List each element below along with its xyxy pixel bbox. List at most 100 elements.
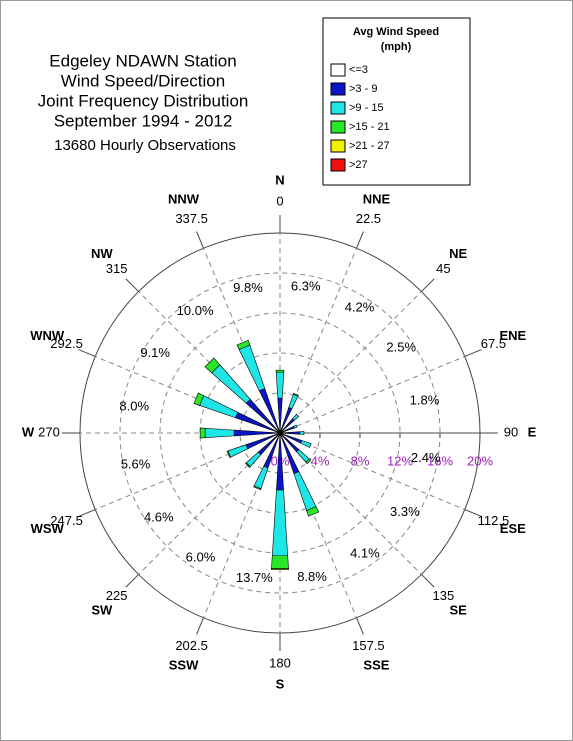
degree-label: 135 xyxy=(432,588,454,603)
spoke-tick xyxy=(78,509,96,517)
direction-total: 2.5% xyxy=(386,340,416,355)
spoke-tick xyxy=(356,617,364,635)
spoke xyxy=(203,432,281,618)
direction-total: 4.1% xyxy=(350,546,380,561)
direction-label: S xyxy=(276,676,285,691)
chart-title: September 1994 - 2012 xyxy=(54,111,233,130)
direction-total: 8.8% xyxy=(297,569,327,584)
legend-label: >3 - 9 xyxy=(349,83,377,95)
wedge-segment xyxy=(204,427,235,439)
legend-label: >21 - 27 xyxy=(349,140,390,152)
degree-label: 225 xyxy=(106,588,128,603)
direction-total: 10.0% xyxy=(177,303,214,318)
degree-label: 112.5 xyxy=(478,513,510,528)
spoke-tick xyxy=(196,617,204,635)
chart-title: Joint Frequency Distribution xyxy=(38,91,249,110)
legend-label: >27 xyxy=(349,159,368,171)
direction-label: SW xyxy=(91,603,113,618)
legend-label: <=3 xyxy=(349,64,368,76)
direction-total: 3.3% xyxy=(390,504,420,519)
legend-swatch xyxy=(330,101,346,115)
direction-total: 6.3% xyxy=(291,279,321,294)
direction-label: NNE xyxy=(363,192,391,207)
degree-label: 337.5 xyxy=(175,211,208,226)
direction-label: SSE xyxy=(363,657,389,672)
r-tick-label: 8% xyxy=(351,453,370,468)
degree-label: 315 xyxy=(106,261,128,276)
r-tick-label: 16% xyxy=(427,453,453,468)
direction-total: 8.0% xyxy=(119,399,149,414)
legend-box xyxy=(322,17,471,186)
wedge-segment xyxy=(271,555,289,570)
spoke xyxy=(95,432,281,510)
wedge-segment xyxy=(199,427,206,439)
legend-swatch xyxy=(330,63,346,77)
wedge-segment xyxy=(271,568,289,571)
degree-label: 270 xyxy=(38,424,60,439)
legend-label: >15 - 21 xyxy=(349,121,390,133)
chart-title: Edgeley NDAWN Station xyxy=(49,51,236,70)
degree-label: 202.5 xyxy=(175,638,208,653)
degree-label: 180 xyxy=(269,655,291,670)
r-tick-label: 4% xyxy=(311,453,330,468)
direction-label: ENE xyxy=(499,328,526,343)
legend-swatch xyxy=(330,139,346,153)
chart-title: Wind Speed/Direction xyxy=(61,71,225,90)
direction-label: SE xyxy=(450,603,468,618)
direction-label: N xyxy=(275,172,284,187)
spoke-tick xyxy=(125,574,139,588)
legend-title: Avg Wind Speed xyxy=(353,26,439,38)
spoke-tick xyxy=(421,278,435,292)
r-tick-label: 20% xyxy=(467,453,493,468)
r-tick-label: 12% xyxy=(387,453,413,468)
degree-label: 292.5 xyxy=(50,336,83,351)
spoke xyxy=(279,432,422,575)
degree-label: 22.5 xyxy=(356,211,381,226)
spoke xyxy=(203,248,281,434)
direction-label: WSW xyxy=(31,521,65,536)
direction-total: 13.7% xyxy=(236,570,273,585)
spoke xyxy=(95,356,281,434)
spoke-tick xyxy=(356,231,364,249)
wedge-segment xyxy=(299,431,305,435)
direction-total: 9.8% xyxy=(233,280,263,295)
direction-total: 4.2% xyxy=(345,300,375,315)
degree-label: 90 xyxy=(504,424,518,439)
degree-label: 0 xyxy=(276,193,283,208)
spoke-tick xyxy=(421,574,435,588)
legend-swatch xyxy=(330,82,346,96)
wedge-segment xyxy=(275,371,285,399)
direction-total: 4.6% xyxy=(144,509,174,524)
direction-label: ESE xyxy=(500,521,526,536)
direction-total: 2.4% xyxy=(411,450,441,465)
spoke-tick xyxy=(78,349,96,357)
direction-total: 6.0% xyxy=(186,549,216,564)
direction-label: E xyxy=(528,424,537,439)
spoke xyxy=(279,432,357,618)
direction-total: 5.6% xyxy=(121,456,151,471)
spoke xyxy=(138,432,281,575)
direction-label: WNW xyxy=(30,328,65,343)
spoke xyxy=(279,291,422,434)
degree-label: 247.5 xyxy=(50,513,83,528)
direction-label: NW xyxy=(91,246,113,261)
direction-label: SSW xyxy=(169,657,199,672)
spoke xyxy=(279,356,465,434)
spoke xyxy=(279,248,357,434)
chart-subtitle: 13680 Hourly Observations xyxy=(54,137,236,154)
spoke xyxy=(279,432,465,510)
spoke-tick xyxy=(464,509,482,517)
direction-label: W xyxy=(22,424,35,439)
legend-swatch xyxy=(330,120,346,134)
direction-total: 9.1% xyxy=(140,345,170,360)
spoke-tick xyxy=(196,231,204,249)
legend-title: (mph) xyxy=(381,41,412,53)
degree-label: 157.5 xyxy=(352,638,385,653)
direction-total: 1.8% xyxy=(410,392,440,407)
spoke-tick xyxy=(464,349,482,357)
direction-label: NE xyxy=(449,246,467,261)
legend-swatch xyxy=(330,158,346,172)
legend-label: >9 - 15 xyxy=(349,102,384,114)
